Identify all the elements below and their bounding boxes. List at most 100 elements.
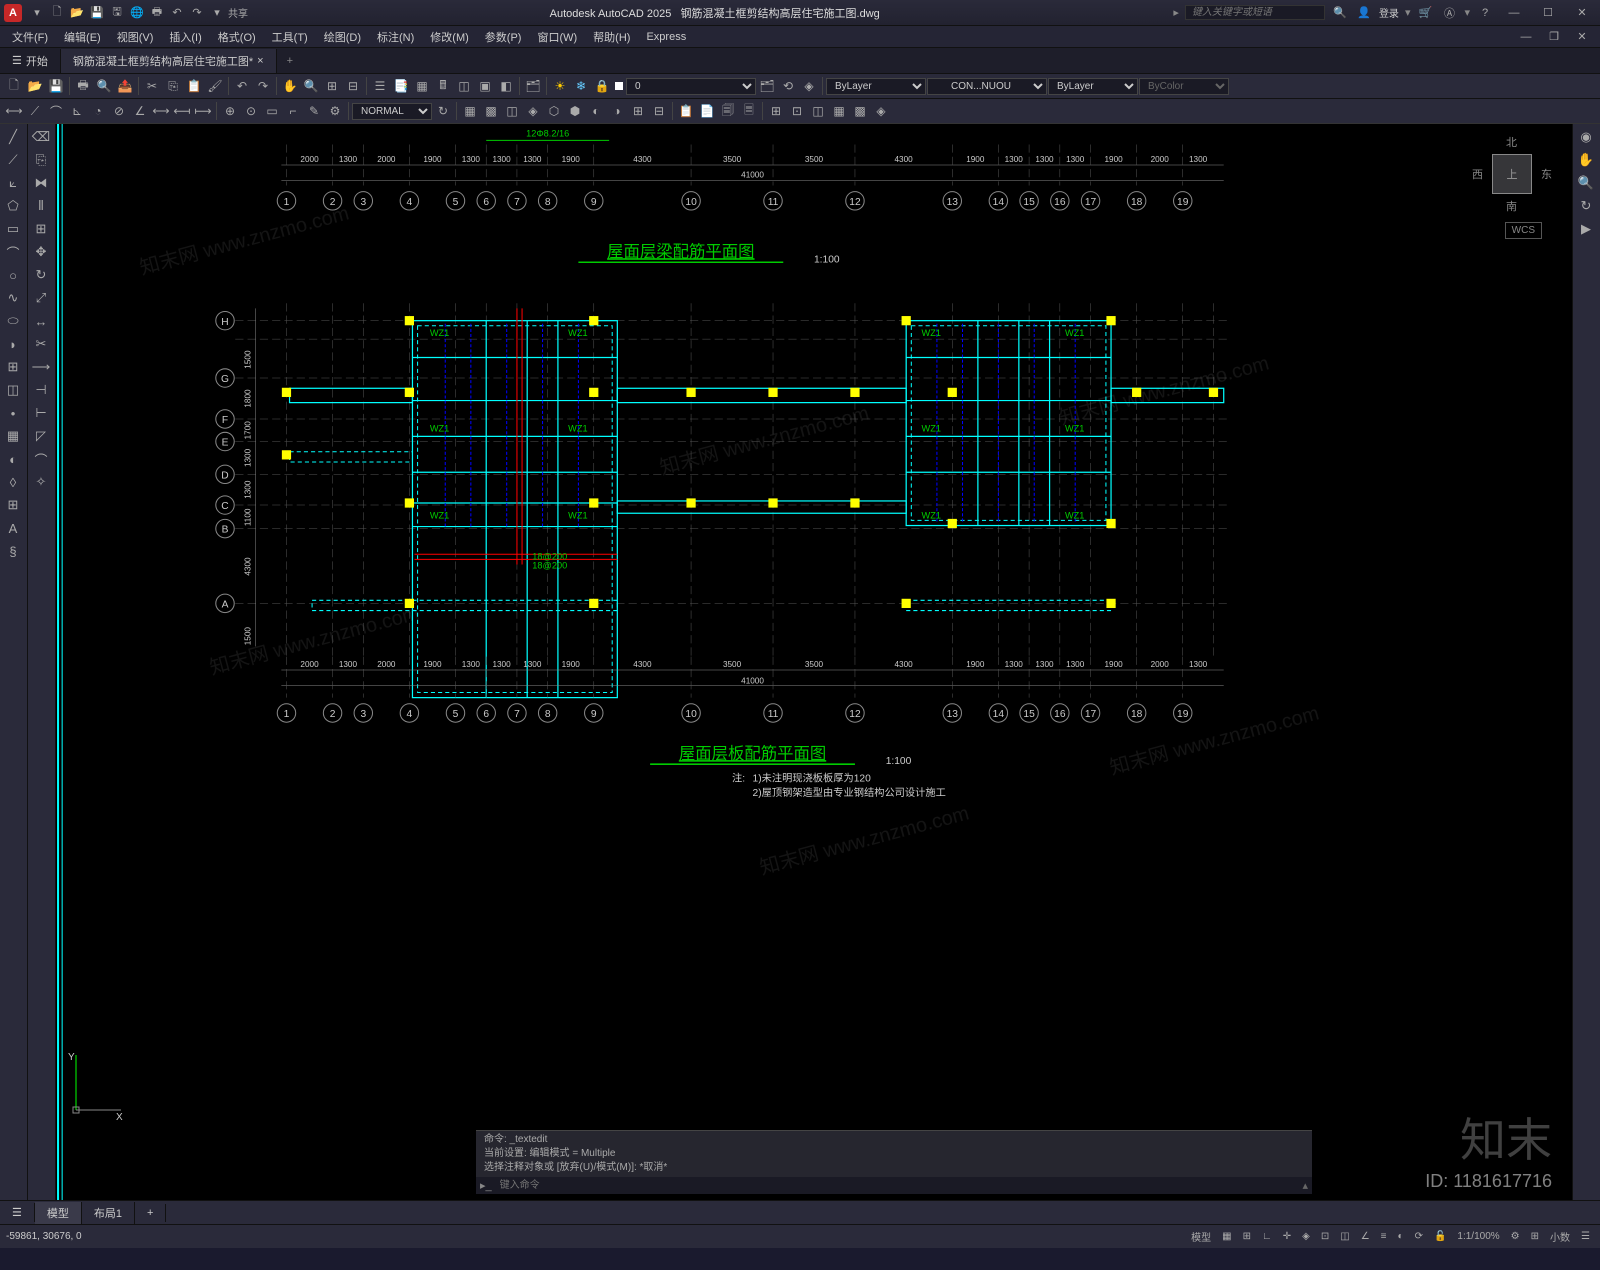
calc-icon[interactable]: 🖩 (433, 76, 453, 96)
layer-prev-icon[interactable]: ⟲ (778, 76, 798, 96)
switch-icon[interactable]: ⊞ (1527, 1229, 1543, 1244)
center-icon[interactable]: ⊙ (241, 101, 261, 121)
line-icon[interactable]: ╱ (2, 126, 24, 148)
dim-aligned-icon[interactable]: ⟋ (25, 101, 45, 121)
qnew-icon[interactable]: 🗋 (4, 76, 24, 96)
search-input[interactable] (1185, 5, 1325, 20)
nav-wheel-icon[interactable]: ◉ (1575, 126, 1597, 148)
vc-west[interactable]: 西 (1472, 166, 1483, 182)
extend-icon[interactable]: ⟶ (30, 356, 52, 378)
lwt-icon[interactable]: ≡ (1377, 1229, 1391, 1244)
web-icon[interactable]: 🌐 (128, 4, 146, 22)
et18-icon[interactable]: ▦ (829, 101, 849, 121)
dim-dia-icon[interactable]: ⊘ (109, 101, 129, 121)
tab-close-icon[interactable]: × (257, 55, 263, 67)
et10-icon[interactable]: ⊟ (649, 101, 669, 121)
et11-icon[interactable]: 📋 (676, 101, 696, 121)
block-icon[interactable]: ◫ (454, 76, 474, 96)
dim-ord-icon[interactable]: ⊾ (67, 101, 87, 121)
chamfer-icon[interactable]: ◸ (30, 425, 52, 447)
3dosnap-icon[interactable]: ◫ (1336, 1229, 1353, 1244)
insert-icon[interactable]: ⊞ (2, 356, 24, 378)
tab-add2-icon[interactable]: + (135, 1204, 166, 1222)
rect-icon[interactable]: ▭ (2, 218, 24, 240)
snap-toggle-icon[interactable]: ⊞ (1239, 1229, 1255, 1244)
block-def-icon[interactable]: ◫ (2, 379, 24, 401)
dim-linear-icon[interactable]: ⟷ (4, 101, 24, 121)
et7-icon[interactable]: ◐ (586, 101, 606, 121)
dimedit-icon[interactable]: ✎ (304, 101, 324, 121)
et14-icon[interactable]: 🗏 (739, 101, 759, 121)
menu-express[interactable]: Express (638, 29, 694, 45)
copy2-icon[interactable]: ⎘ (30, 149, 52, 171)
et17-icon[interactable]: ◫ (808, 101, 828, 121)
tabs-menu-icon[interactable]: ☰ (0, 1203, 35, 1222)
tab-file[interactable]: 钢筋混凝土框剪结构高层住宅施工图* × (61, 49, 277, 73)
otrack-icon[interactable]: ∠ (1357, 1229, 1374, 1244)
et12-icon[interactable]: 📄 (697, 101, 717, 121)
vc-south[interactable]: 南 (1506, 198, 1517, 214)
block2-icon[interactable]: ▣ (475, 76, 495, 96)
iso-toggle-icon[interactable]: ◈ (1298, 1229, 1314, 1244)
jogged-icon[interactable]: ⌐ (283, 101, 303, 121)
redo2-icon[interactable]: ↷ (253, 76, 273, 96)
redo-icon[interactable]: ↷ (188, 4, 206, 22)
scale-icon[interactable]: 🔓 (1430, 1229, 1450, 1244)
table-icon[interactable]: ⊞ (2, 494, 24, 516)
sheet-icon[interactable]: 📑 (391, 76, 411, 96)
plotstyle-combo[interactable]: ByColor (1139, 78, 1229, 95)
menu-file[interactable]: 文件(F) (4, 27, 56, 47)
doc-restore-icon[interactable]: ❐ (1540, 27, 1568, 47)
hatch-icon[interactable]: ▦ (2, 425, 24, 447)
menu-draw[interactable]: 绘图(D) (316, 27, 369, 47)
pline-icon[interactable]: ⟀ (2, 172, 24, 194)
fillet-icon[interactable]: ⌒ (30, 448, 52, 470)
layer-iso-icon[interactable]: ◈ (799, 76, 819, 96)
dim-update-icon[interactable]: ↻ (433, 101, 453, 121)
status-model[interactable]: 模型 (1187, 1227, 1215, 1246)
scale-icon[interactable]: ⤢ (30, 287, 52, 309)
join-icon[interactable]: ⊢ (30, 402, 52, 424)
share-icon[interactable]: ▾ (208, 4, 226, 22)
zoom-window-icon[interactable]: ⊞ (322, 76, 342, 96)
et3-icon[interactable]: ◫ (502, 101, 522, 121)
move-icon[interactable]: ✥ (30, 241, 52, 263)
app-icon2[interactable]: Ⓐ (1440, 4, 1458, 22)
tool-palette-icon[interactable]: ▦ (412, 76, 432, 96)
open2-icon[interactable]: 📂 (25, 76, 45, 96)
zoom-prev-icon[interactable]: ⊟ (343, 76, 363, 96)
mtext-icon[interactable]: A (2, 517, 24, 539)
polar-toggle-icon[interactable]: ✛ (1279, 1229, 1295, 1244)
freeze-icon[interactable]: ❄ (571, 76, 591, 96)
et2-icon[interactable]: ▩ (481, 101, 501, 121)
dim-ang-icon[interactable]: ∠ (130, 101, 150, 121)
saveas-icon[interactable]: 🖫 (108, 4, 126, 22)
et9-icon[interactable]: ⊞ (628, 101, 648, 121)
layer-state-icon[interactable]: 🗂 (757, 76, 777, 96)
trim-icon[interactable]: ✂ (30, 333, 52, 355)
et6-icon[interactable]: ⬢ (565, 101, 585, 121)
menu-dropdown-icon[interactable]: ▾ (28, 4, 46, 22)
minimize-icon[interactable]: — (1500, 3, 1528, 23)
cut-icon[interactable]: ✂ (142, 76, 162, 96)
break-icon[interactable]: ⊣ (30, 379, 52, 401)
menu-tools[interactable]: 工具(T) (264, 27, 316, 47)
tab-start[interactable]: ☰ 开始 (0, 49, 61, 73)
save2-icon[interactable]: 💾 (46, 76, 66, 96)
et15-icon[interactable]: ⊞ (766, 101, 786, 121)
dim-arc-icon[interactable]: ⌒ (46, 101, 66, 121)
et16-icon[interactable]: ⊡ (787, 101, 807, 121)
dim-quick-icon[interactable]: ⟷ (151, 101, 171, 121)
orbit-icon[interactable]: ↻ (1575, 195, 1597, 217)
mirror-icon[interactable]: ⧓ (30, 172, 52, 194)
dim-base-icon[interactable]: ⟻ (172, 101, 192, 121)
menu-dimension[interactable]: 标注(N) (369, 27, 422, 47)
viewcube[interactable]: 北 南 东 西 上 (1472, 134, 1552, 214)
xline-icon[interactable]: ⟋ (2, 149, 24, 171)
decimal[interactable]: 小数 (1546, 1227, 1574, 1246)
lineweight-combo[interactable]: ByLayer (1048, 78, 1138, 95)
cmd-expand-icon[interactable]: ▴ (1302, 1179, 1308, 1192)
linetype-combo[interactable]: CON...NUOU (927, 78, 1047, 95)
menu-help[interactable]: 帮助(H) (585, 27, 638, 47)
undo-icon[interactable]: ↶ (168, 4, 186, 22)
